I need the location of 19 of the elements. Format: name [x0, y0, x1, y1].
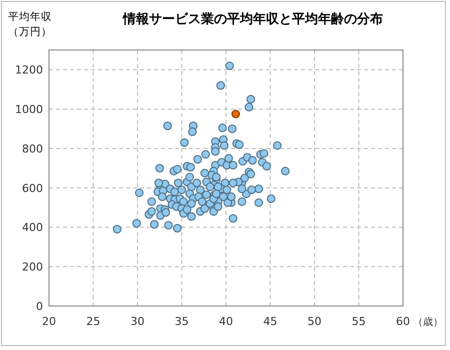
y-tick-label: 800: [22, 142, 43, 156]
y-tick-label: 0: [36, 300, 43, 313]
y-axis-title: 平均年収（万円）: [8, 10, 53, 40]
chart-title: 情報サービス業の平均年収と平均年齢の分布: [122, 12, 383, 27]
x-tick-label: 55: [352, 315, 366, 328]
y-tick-label: 400: [22, 221, 43, 234]
x-tick-label: 30: [130, 315, 144, 328]
x-tick-label: 25: [86, 315, 100, 328]
x-axis-title: （歳）: [413, 316, 443, 328]
x-tick-label: 60: [396, 315, 410, 328]
x-tick-label: 35: [174, 315, 189, 328]
x-tick-label: 40: [219, 315, 233, 328]
y-tick-label: 1200: [15, 64, 43, 77]
x-tick-label: 45: [263, 315, 278, 328]
x-tick-label: 50: [308, 315, 322, 328]
y-tick-label: 600: [22, 182, 43, 195]
y-tick-label: 200: [22, 260, 43, 274]
x-tick-label: 20: [42, 315, 56, 328]
y-tick-label: 1000: [15, 103, 43, 116]
